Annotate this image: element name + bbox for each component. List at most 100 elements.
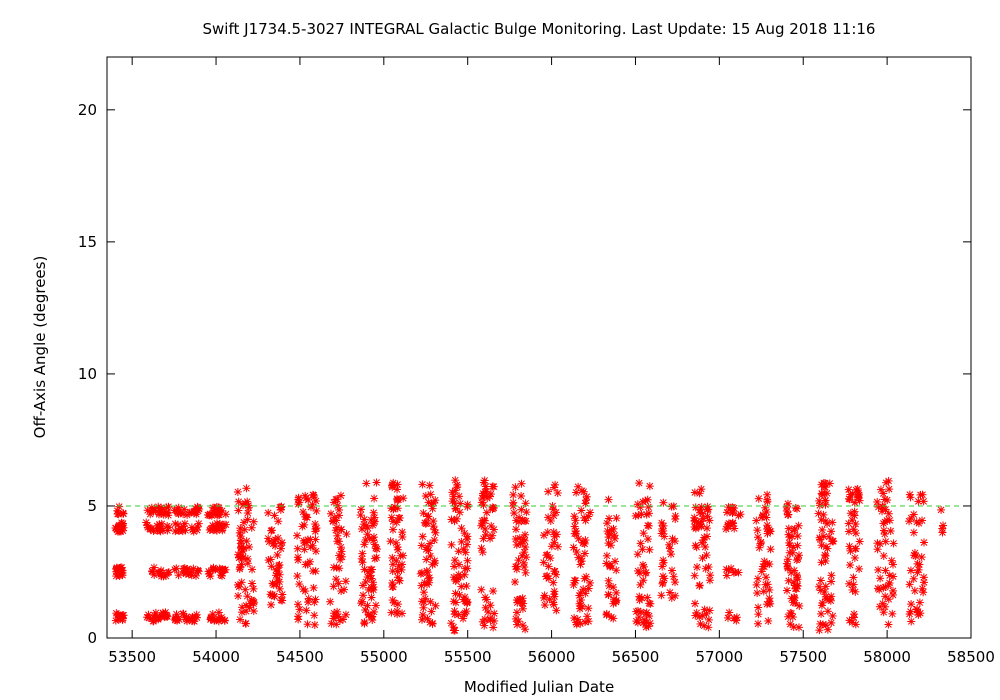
- data-point: [302, 512, 311, 521]
- data-point: [451, 504, 460, 513]
- data-point: [845, 542, 854, 551]
- data-point: [879, 551, 888, 560]
- data-point: [148, 567, 157, 576]
- data-point: [181, 526, 190, 535]
- data-point: [816, 619, 825, 628]
- data-point: [639, 576, 648, 585]
- data-point: [509, 490, 518, 499]
- data-point: [609, 524, 618, 533]
- y-axis: 0 5 10 15 20: [78, 101, 971, 647]
- data-point: [164, 511, 173, 520]
- data-point: [308, 490, 317, 499]
- data-point: [881, 537, 890, 546]
- data-point: [463, 556, 472, 565]
- data-point: [270, 511, 279, 520]
- data-point: [884, 580, 893, 589]
- data-point: [612, 566, 621, 575]
- data-point: [910, 548, 919, 557]
- data-point: [274, 517, 283, 526]
- data-point: [583, 612, 592, 621]
- data-point: [174, 571, 183, 580]
- data-point: [937, 505, 946, 514]
- data-point: [359, 591, 368, 600]
- x-tick-label: 57500: [779, 648, 827, 666]
- data-point: [159, 609, 168, 618]
- data-point: [278, 590, 287, 599]
- data-point: [756, 539, 765, 548]
- data-point: [765, 585, 774, 594]
- data-point: [763, 521, 772, 530]
- y-tick-label: 0: [87, 629, 97, 647]
- data-point: [612, 588, 621, 597]
- data-point: [658, 579, 667, 588]
- data-point: [884, 476, 893, 485]
- data-point: [393, 495, 402, 504]
- data-point: [341, 610, 350, 619]
- data-point: [814, 509, 823, 518]
- data-point: [754, 610, 763, 619]
- data-point: [885, 485, 894, 494]
- data-point: [827, 527, 836, 536]
- data-point: [243, 592, 252, 601]
- data-point: [644, 502, 653, 511]
- data-point: [569, 543, 578, 552]
- data-point: [723, 508, 732, 517]
- data-point: [482, 595, 491, 604]
- data-point: [827, 571, 836, 580]
- data-point: [939, 521, 948, 530]
- data-point: [490, 609, 499, 618]
- data-point: [658, 524, 667, 533]
- data-point: [143, 613, 152, 622]
- data-point: [518, 516, 527, 525]
- data-point: [185, 508, 194, 517]
- data-point: [577, 554, 586, 563]
- data-point: [915, 598, 924, 607]
- data-point: [576, 560, 585, 569]
- data-point: [764, 616, 773, 625]
- data-point: [238, 603, 247, 612]
- data-point: [358, 597, 367, 606]
- data-point: [143, 506, 152, 515]
- data-point: [301, 587, 310, 596]
- data-point: [633, 606, 642, 615]
- data-point: [695, 612, 704, 621]
- data-point: [298, 522, 307, 531]
- x-tick-label: 58000: [863, 648, 911, 666]
- data-point: [510, 509, 519, 518]
- data-point: [486, 601, 495, 610]
- data-point: [480, 487, 489, 496]
- data-point: [913, 559, 922, 568]
- data-point: [267, 562, 276, 571]
- data-point: [850, 553, 859, 562]
- data-point: [914, 497, 923, 506]
- data-point: [416, 569, 425, 578]
- data-point: [235, 528, 244, 537]
- data-point: [336, 555, 345, 564]
- data-point: [367, 593, 376, 602]
- data-point: [817, 609, 826, 618]
- data-point: [214, 608, 223, 617]
- data-point: [479, 534, 488, 543]
- data-point: [418, 610, 427, 619]
- data-point: [665, 588, 674, 597]
- data-point: [235, 582, 244, 591]
- data-point: [577, 506, 586, 515]
- data-point: [784, 612, 793, 621]
- x-tick-label: 56000: [528, 648, 576, 666]
- data-point: [293, 572, 302, 581]
- data-point: [725, 608, 734, 617]
- data-point: [886, 526, 895, 535]
- data-point: [241, 619, 250, 628]
- data-point: [364, 585, 373, 594]
- data-point: [905, 580, 914, 589]
- data-point: [639, 619, 648, 628]
- data-point: [762, 573, 771, 582]
- data-point: [242, 537, 251, 546]
- data-point: [243, 559, 252, 568]
- data-point: [478, 548, 487, 557]
- data-point: [817, 480, 826, 489]
- data-point: [852, 486, 861, 495]
- data-point: [550, 483, 559, 492]
- data-point: [889, 539, 898, 548]
